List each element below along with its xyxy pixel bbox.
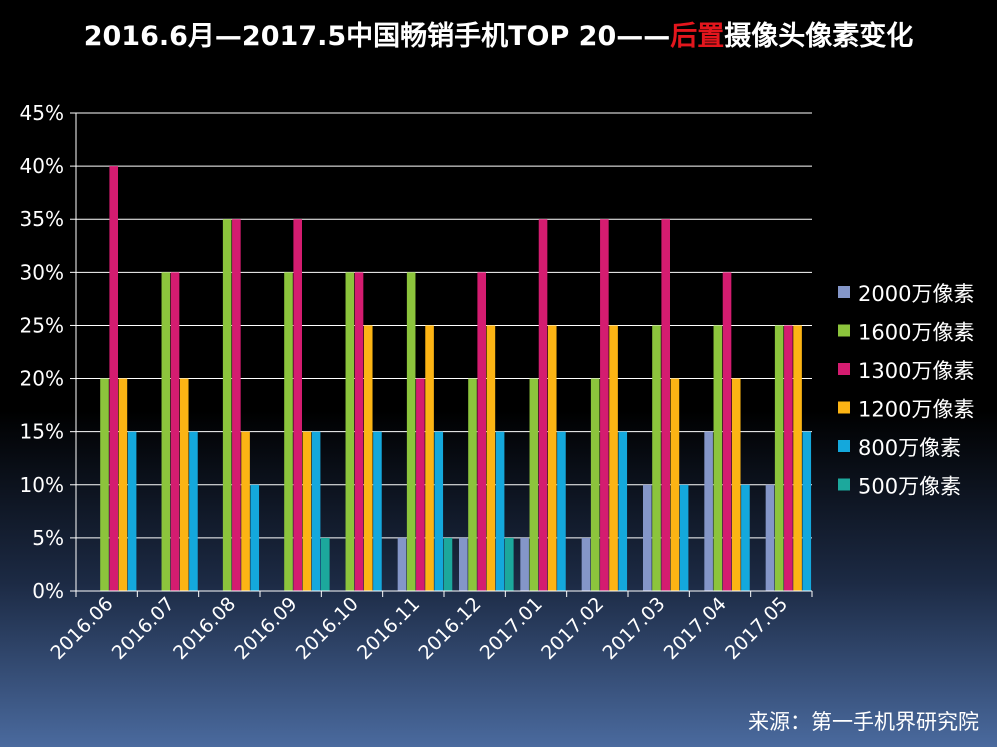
legend-label: 1600万像素 [858,321,974,345]
bar [161,272,171,591]
x-tick-label: 2016.08 [169,593,240,664]
bar [643,484,652,591]
bar [416,378,425,591]
bar [363,325,373,591]
bar [538,219,548,591]
bar [741,484,750,591]
y-tick-label: 40% [20,154,64,178]
legend-label: 500万像素 [858,475,961,499]
legend-label: 1300万像素 [858,359,974,383]
bar [345,272,355,591]
x-tick-label: 2017.01 [476,593,547,664]
bar [722,272,732,591]
bar [118,378,128,591]
bar [679,484,689,591]
bar [652,325,661,591]
bar [547,325,557,591]
bar [590,378,600,591]
bar [520,537,529,591]
x-tick-label: 2016.07 [108,593,179,664]
legend-swatch [838,478,850,491]
bar [529,378,539,591]
bar [397,537,407,591]
y-tick-label: 10% [20,473,64,497]
bar [477,272,486,591]
bar [505,537,514,591]
bar [774,325,784,591]
y-tick-label: 30% [20,260,64,284]
bar [557,431,566,591]
x-tick-label: 2016.06 [46,593,117,664]
legend-swatch [838,324,850,337]
bar [293,219,302,591]
bar [406,272,416,591]
legend-swatch [838,286,850,298]
bar [302,431,312,591]
source-note: 来源：第一手机界研究院 [748,710,979,734]
bar [468,378,477,591]
bar [704,431,713,591]
title-part1: 2016.6月—2017.5中国畅销手机TOP 20—— [83,21,671,52]
y-tick-label: 45% [20,101,64,125]
bar [222,219,232,591]
x-tick-label: 2017.05 [721,593,792,664]
bar [618,431,628,591]
y-tick-label: 25% [20,313,64,337]
bar [459,537,468,591]
bar [581,537,591,591]
bar [434,431,444,591]
y-tick-label: 0% [32,579,64,603]
title-highlight: 后置 [670,21,725,52]
bar [731,378,741,591]
bar [179,378,189,591]
y-tick-label: 20% [20,367,64,391]
bar [189,431,198,591]
y-tick-label: 15% [20,420,64,444]
bar [609,325,618,591]
bar [311,431,321,591]
bar [354,272,364,591]
bar [661,219,670,591]
bar [109,166,118,591]
x-tick-label: 2017.04 [660,593,731,664]
legend-label: 1200万像素 [858,398,974,422]
legend-swatch [838,401,850,414]
y-tick-label: 5% [32,526,64,550]
x-tick-label: 2016.11 [353,593,424,664]
bar [793,325,802,591]
legend-label: 800万像素 [858,436,961,460]
bar [486,325,496,591]
bar [443,537,453,591]
bar [250,484,260,591]
x-tick-label: 2016.09 [230,593,301,664]
bar [425,325,434,591]
bar [321,537,330,591]
x-tick-label: 2017.02 [537,593,608,664]
bar [241,431,250,591]
bar [495,431,505,591]
x-tick-label: 2016.10 [292,593,363,664]
y-tick-label: 35% [20,207,64,231]
title-part2: 摄像头像素变化 [724,21,914,52]
bar [100,378,109,591]
bar [713,325,723,591]
bar [373,431,382,591]
bar [802,431,812,591]
bar [284,272,293,591]
bar [232,219,241,591]
legend-swatch [838,440,850,452]
bar [784,325,793,591]
bar [765,484,775,591]
x-tick-label: 2016.12 [414,593,485,664]
x-tick-label: 2017.03 [598,593,669,664]
bar [600,219,609,591]
bar [127,431,137,591]
chart-title: 2016.6月—2017.5中国畅销手机TOP 20——后置摄像头像素变化 [0,14,997,53]
bar [170,272,180,591]
bar [670,378,680,591]
legend-swatch [838,363,850,375]
legend-label: 2000万像素 [858,282,974,306]
